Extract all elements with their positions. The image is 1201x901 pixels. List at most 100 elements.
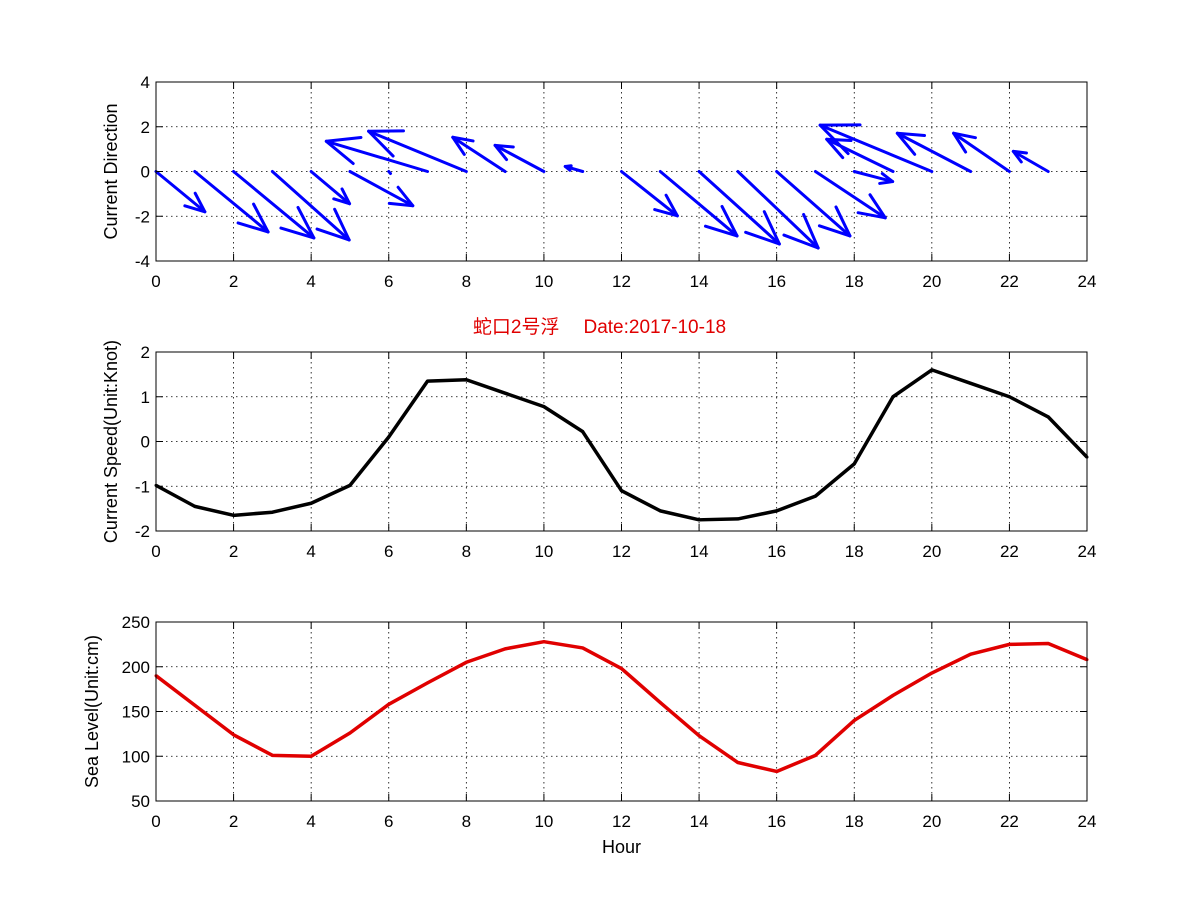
direction-arrow [309,170,352,206]
x-tick-label: 20 [922,812,941,831]
direction-arrow-head [895,131,927,156]
speed-point [464,378,468,382]
sealevel-point [891,693,895,697]
x-tick-label: 8 [462,542,471,561]
sealevel-point [464,660,468,664]
direction-arrow-head [653,193,679,218]
sealevel-point [1046,641,1050,645]
direction-vectors [154,123,1050,250]
direction-arrow [232,170,316,240]
speed-point [697,518,701,522]
direction-arrow-head [563,164,573,172]
speed-series [154,368,1089,522]
direction-arrow-shaft [620,170,679,218]
speed-point [891,395,895,399]
direction-arrow-head [387,185,415,208]
speed-grid [156,352,1087,531]
y-tick-label: 100 [122,747,150,766]
x-tick-label: 10 [534,812,553,831]
direction-arrow-shaft [309,170,352,206]
direction-arrow-shaft [232,170,316,240]
y-tick-label: 1 [141,388,150,407]
speed-point [193,504,197,508]
sealevel-point [309,754,313,758]
y-tick-label: 200 [122,658,150,677]
sealevel-point [969,652,973,656]
sealevel-point [852,718,856,722]
speed-point [270,510,274,514]
x-tick-label: 20 [922,542,941,561]
x-tick-label: 22 [1000,542,1019,561]
sealevel-point [193,703,197,707]
speed-point [775,509,779,513]
y-tick-label: -2 [135,207,150,226]
direction-arrow [952,131,1011,173]
sealevel-x-axis-label: Hour [602,837,641,857]
direction-arrow [818,123,934,173]
direction-arrow-shaft [324,139,430,173]
sealevel-series [154,639,1089,774]
direction-arrow-head [236,202,270,234]
direction-arrow-head [332,187,352,206]
direction-arrow-head [451,135,475,156]
x-tick-label: 24 [1078,812,1097,831]
x-tick-label: 16 [767,542,786,561]
x-tick-label: 20 [922,272,941,291]
direction-arrow-head [878,172,895,185]
x-tick-label: 2 [229,542,238,561]
y-tick-label: 50 [131,792,150,811]
direction-arrow [895,131,973,173]
direction-arrow-shaft [154,170,207,214]
direction-arrow-head [817,205,852,238]
x-tick-label: 4 [306,272,315,291]
speed-point [1007,395,1011,399]
direction-arrow [658,170,739,238]
x-tick-label: 0 [151,542,160,561]
speed-point [930,368,934,372]
x-tick-label: 6 [384,272,393,291]
y-tick-label: 0 [141,433,150,452]
direction-arrow-head [818,123,862,156]
speed-point [620,489,623,493]
x-tick-label: 0 [151,812,160,831]
x-tick-label: 2 [229,812,238,831]
sealevel-point [270,753,274,757]
x-tick-label: 12 [612,542,631,561]
sealevel-point [348,731,352,735]
direction-arrow-shaft [697,170,781,246]
x-tick-label: 18 [845,542,864,561]
direction-arrow-head [744,210,781,246]
direction-arrow [620,170,679,218]
sealevel-point [503,647,507,651]
direction-arrow-shaft [493,143,546,173]
speed-point [542,405,546,409]
sealevel-point [775,769,779,773]
speed-point [736,517,740,521]
x-tick-label: 12 [612,812,631,831]
direction-arrow [736,170,820,250]
x-tick-label: 6 [384,542,393,561]
direction-arrow-shaft [852,170,895,184]
x-tick-label: 16 [767,812,786,831]
x-tick-label: 4 [306,542,315,561]
direction-arrow-shaft [193,170,270,234]
direction-arrow [324,135,430,173]
speed-point [1046,415,1050,419]
speed-point [426,379,430,383]
x-tick-label: 10 [534,542,553,561]
speed-point [232,513,236,517]
x-tick-label: 22 [1000,812,1019,831]
direction-arrow [154,170,207,214]
direction-arrow [193,170,270,234]
direction-arrow-head [782,212,820,250]
direction-arrow-head [324,135,363,165]
speed-point [969,381,973,385]
direction-arrow-head [493,143,515,162]
x-tick-label: 4 [306,812,315,831]
chart-title-date: Date:2017-10-18 [583,317,726,338]
x-tick-label: 6 [384,812,393,831]
direction-arrow-shaft [952,131,1011,173]
